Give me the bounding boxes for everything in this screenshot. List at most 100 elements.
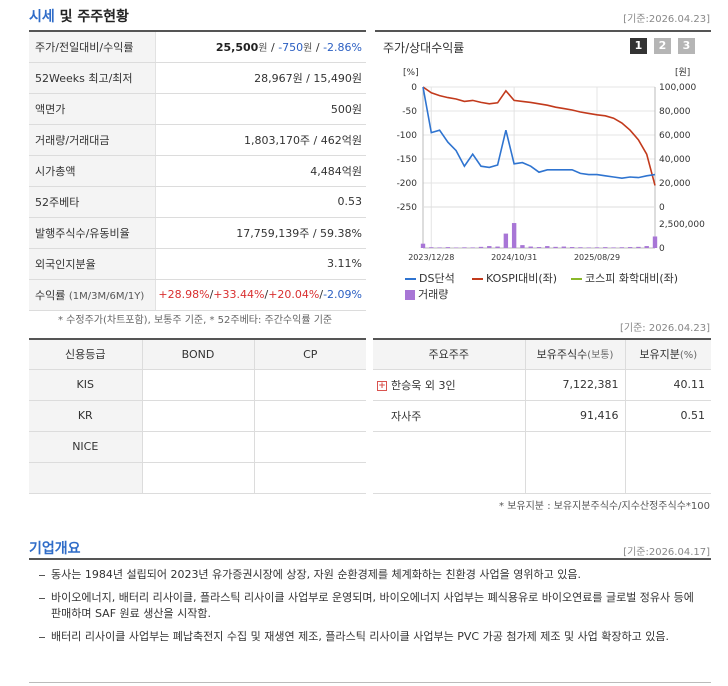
table-row: KIS [29,369,366,401]
return-1y: -2.09% [323,288,362,301]
legend-sector-swatch [571,278,582,280]
chart-button-1[interactable]: 1 [630,38,647,54]
right-unit: [원] [675,67,690,78]
left-tick-label: -100 [397,131,418,141]
cp-rating [254,431,366,463]
bond-rating [142,369,255,401]
overview-divider [29,558,711,560]
return-3m: +33.44% [213,288,265,301]
right-tick-label: 60,000 [659,131,691,141]
chart-title: 주가/상대수익률 [383,41,465,55]
volume-bar [520,245,525,248]
holder-shares: 91,416 [525,400,626,432]
volume-bar [487,246,492,248]
left-tick-label: -250 [397,203,418,213]
volume-bar [603,247,608,248]
table-row: KR [29,400,366,432]
row-label: 수익률 (1M/3M/6M/1Y) [29,279,156,311]
volume-bar [511,223,517,248]
list-item: 배터리 리사이클 사업부는 폐납축전지 수집 및 재생연 제조, 플라스틱 리사… [38,629,706,645]
chart-date: [기준: 2026.04.23] [619,323,710,334]
bond-rating [142,431,255,463]
volume-bar [627,247,633,248]
table-row: 52Weeks 최고/최저 28,967원 / 15,490원 [29,62,366,94]
table-row: 거래량/거래대금 1,803,170주 / 462억원 [29,124,366,156]
right-tick-label: 40,000 [659,155,691,165]
table-row-empty [373,431,711,494]
bond-rating [142,400,255,432]
volume-bar [470,247,475,248]
credit-header: 신용등급 [29,339,143,370]
volume-bar [495,246,500,248]
left-tick-label: -50 [402,107,417,117]
price-change-pct: -2.86% [323,41,362,55]
overview-date: [기준:2026.04.17] [623,547,710,558]
cp-rating [254,369,366,401]
price-footnote: * 수정주가(차트포함), 보통주 기준, * 52주베타: 주간수익률 기준 [58,315,333,326]
price-chart: [%] [원] 0 -50 -100 -150 -200 -250 100,000 80,00… [397,67,706,262]
kospi-relative-line [422,86,656,186]
volume-bar [478,246,484,248]
table-row: 자사주 91,416 0.51 [373,400,711,432]
volume-bar [569,247,575,248]
table-row: 주가/전일대비/수익률 25,500원 / -750원 / -2.86% [29,31,366,63]
holder-shares: 7,122,381 [525,369,626,401]
chart-panel: 주가/상대수익률 1 2 3 [%] [원] 0 -50 -100 -150 -200 -… [375,30,711,315]
row-label: 발행주식수/유동비율 [29,217,156,249]
title-accent: 시세 [29,9,55,25]
row-label: 52주베타 [29,186,156,218]
return-1m: +28.98% [158,288,210,301]
volume-bar [445,247,451,248]
volume-bar [594,247,600,248]
legend-kospi: KOSPI대비(좌) [472,270,557,286]
table-row: 52주베타 0.53 [29,186,366,218]
table-header-row: 신용등급 BOND CP [29,339,366,370]
row-label: 액면가 [29,93,156,125]
section-title-market: 시세 및 주주현황 [29,6,129,26]
market-date: [기준:2026.04.23] [623,14,710,25]
table-row: 발행주식수/유동비율 17,759,139주 / 59.38% [29,217,366,249]
row-value: 3.11% [155,248,366,280]
volume-bar [528,246,533,248]
ds-price-line [422,86,656,180]
title-rest: 및 주주현황 [54,9,129,25]
row-label: 52Weeks 최고/최저 [29,62,156,94]
volume-bar [420,243,426,248]
row-value: 500원 [155,93,366,125]
volume-bar [429,247,434,248]
volume-tick-label: 2,500,000 [659,220,705,230]
credit-rating-table: 신용등급 BOND CP KIS KR NICE [29,338,366,494]
volume-bar [611,247,616,248]
legend-ds-swatch [405,278,416,280]
volume-bar [619,247,625,248]
volume-bar [545,246,550,248]
table-row [29,462,366,494]
holder-name: 자사주 [373,400,526,432]
chart-button-2[interactable]: 2 [654,38,671,54]
table-header-row: 주요주주 보유주식수(보통) 보유지분(%) [373,339,711,370]
agency-name: KIS [29,369,143,401]
right-tick-label: 0 [659,203,665,213]
volume-bar [652,236,658,248]
price-table: 주가/전일대비/수익률 25,500원 / -750원 / -2.86% 52W… [29,30,366,311]
volume-bar [578,247,583,248]
left-tick-label: -150 [397,155,418,165]
x-tick-label: 2023/12/28 [408,253,454,262]
shareholders-table: 주요주주 보유주식수(보통) 보유지분(%) + 한승욱 외 3인 7,122,3… [373,338,711,494]
left-unit: [%] [403,68,419,78]
holder-header-shares: 보유주식수(보통) [525,339,626,370]
legend-sector: 코스피 화학대비(좌) [571,270,678,286]
legend-kospi-swatch [472,278,483,280]
volume-bar [503,233,509,248]
volume-bar [586,247,591,248]
bottom-divider [29,682,711,683]
chart-button-3[interactable]: 3 [678,38,695,54]
left-tick-label: -200 [397,179,418,189]
price-value: 25,500원 / -750원 / -2.86% [155,31,366,63]
expand-plus-icon[interactable]: + [377,380,387,391]
agency-name: NICE [29,431,143,463]
volume-bar [536,247,542,248]
row-label: 거래량/거래대금 [29,124,156,156]
x-tick-label: 2024/10/31 [491,253,537,262]
return-6m: +20.04% [268,288,320,301]
